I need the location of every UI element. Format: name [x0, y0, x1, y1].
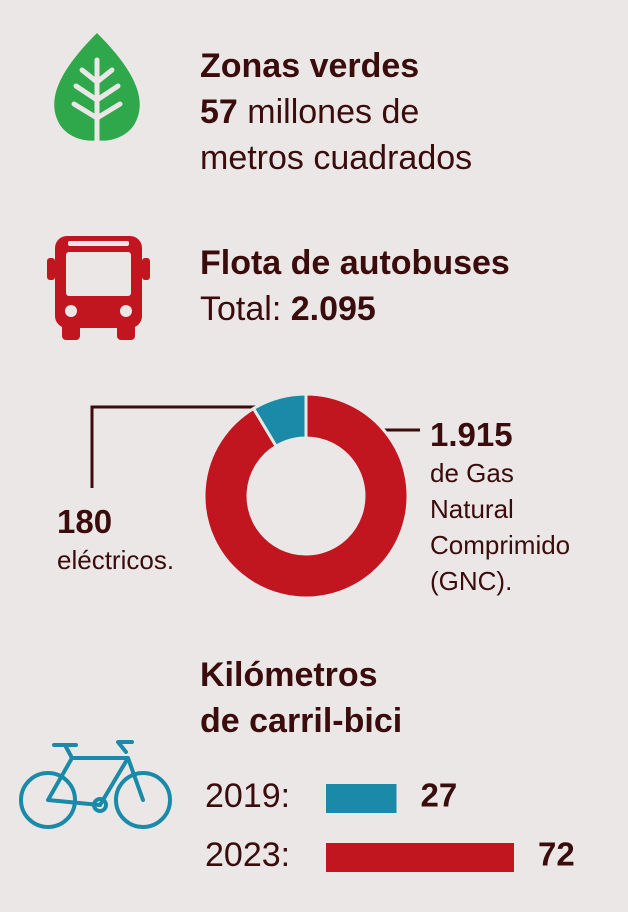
bicycle-icon — [19, 740, 172, 829]
value-label: 180 — [57, 503, 113, 540]
bike-title-line: Kilómetros — [200, 656, 378, 694]
bar — [326, 843, 514, 872]
green-text: millones de — [247, 93, 420, 131]
value-label: 72 — [538, 836, 575, 873]
bus-block: Flota de autobuses Total: 2.095 — [200, 240, 510, 332]
value-label: 1.915 — [430, 416, 513, 453]
electric-label: 180 eléctricos. — [57, 502, 174, 578]
green-title: Zonas verdes — [200, 47, 420, 85]
donut-slice — [202, 392, 410, 600]
total-value: 2.095 — [290, 290, 376, 328]
value-label: 27 — [421, 777, 458, 814]
bus-icon — [47, 236, 150, 340]
leaf-icon — [54, 33, 140, 143]
green-line: 57 millones de — [200, 89, 472, 135]
leader-line — [90, 405, 262, 488]
bus-total: Total: 2.095 — [200, 286, 510, 332]
bike-title-line: de carril-bici — [200, 702, 403, 740]
bike-title: Kilómetros de carril-bici — [200, 652, 402, 744]
category-label: eléctricos. — [57, 545, 175, 575]
green-block: Zonas verdes 57 millones de metros cuadr… — [200, 43, 472, 181]
gnc-label: 1.915 de Gas Natural Comprimido (GNC). — [430, 415, 582, 599]
category-label: 2019: — [205, 777, 290, 815]
green-value: 57 — [200, 93, 238, 131]
category-label: 2023: — [205, 836, 290, 874]
green-text: metros cuadrados — [200, 139, 473, 177]
category-label: de Gas Natural Comprimido (GNC). — [430, 458, 571, 596]
bus-title: Flota de autobuses — [200, 244, 510, 282]
bar — [326, 784, 397, 813]
total-label: Total: — [200, 290, 282, 328]
donut-slice — [251, 392, 308, 449]
